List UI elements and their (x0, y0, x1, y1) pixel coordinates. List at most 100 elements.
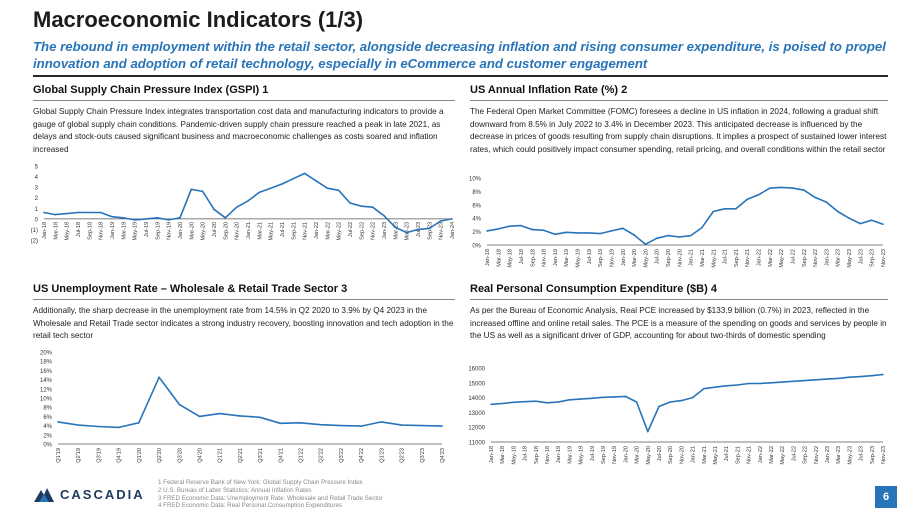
pce-data-point (837, 377, 839, 380)
pce-xtick-label: Jul-23 (859, 446, 865, 461)
inflation-data-point (554, 233, 556, 236)
pce-data-point (591, 397, 593, 400)
inflation-ytick-label: 8% (472, 190, 481, 196)
unemployment-data-point (57, 421, 59, 423)
gscpi-xtick-label: Sep-23 (427, 222, 433, 240)
pce-xtick-label: Jul-21 (724, 446, 730, 461)
gscpi-data-point (360, 205, 363, 207)
gscpi-data-point (88, 211, 91, 214)
inflation-xtick-label: May-22 (779, 249, 785, 268)
gscpi-xtick-label: Nov-23 (439, 222, 445, 240)
pce-xtick-label: Nov-18 (545, 446, 551, 464)
pce-ytick-label: 11000 (469, 441, 486, 447)
gscpi-data-point (269, 187, 272, 189)
inflation-xtick-label: Jan-22 (757, 249, 763, 266)
pce-data-point (815, 379, 817, 381)
pce-data-point (848, 376, 851, 378)
pce-xtick-label: Nov-20 (679, 446, 685, 464)
inflation-chart: 10% 8% 6% 4% 2% 0% Jan-18 Mar-18 May-18 Jul-18 Sep… (469, 177, 887, 268)
unemployment-ytick-label: 10% (40, 397, 53, 403)
unemployment-ytick-label: 12% (40, 387, 53, 393)
gscpi-ytick-label: (1) (31, 228, 38, 234)
unemployment-xtick-label: Q3'22 (339, 448, 345, 463)
gscpi-description: Global Supply Chain Pressure Index integ… (33, 107, 444, 154)
gscpi-ytick-label: (2) (31, 239, 38, 245)
gscpi-xtick-label: Sep-19 (155, 222, 161, 240)
gscpi-xtick-label: May-19 (133, 222, 139, 241)
unemployment-ytick-label: 8% (43, 406, 52, 412)
inflation-data-point (859, 222, 862, 225)
pce-ytick-label: 12000 (468, 426, 485, 432)
inflation-xtick-label: Mar-20 (632, 249, 638, 267)
inflation-xtick-label: Sep-19 (598, 249, 604, 267)
unemployment-xtick-label: Q4'21 (278, 448, 284, 463)
inflation-data-point (836, 210, 839, 213)
unemployment-xtick-label: Q2'22 (319, 448, 325, 463)
inflation-data-point (803, 189, 805, 191)
unemployment-xtick-label: Q3'21 (258, 448, 264, 463)
inflation-xtick-label: Jan-23 (824, 249, 830, 266)
inflation-xtick-label: Jan-20 (621, 249, 627, 266)
gscpi-xtick-label: Nov-18 (99, 222, 105, 240)
unemployment-section-rule (33, 299, 455, 300)
gscpi-xtick-label: May-18 (65, 222, 71, 241)
pce-xtick-label: Mar-22 (769, 446, 775, 464)
inflation-ytick-label: 6% (472, 203, 481, 209)
inflation-xtick-label: Mar-22 (768, 249, 774, 267)
pce-data-point (535, 400, 537, 402)
inflation-xtick-label: Nov-18 (542, 249, 548, 267)
gscpi-data-point (428, 227, 431, 230)
pce-data-point (658, 405, 660, 408)
gscpi-xtick-label: Sep-21 (291, 222, 297, 240)
unemployment-xtick-label: Q2'19 (76, 448, 82, 463)
unemployment-data-point (218, 412, 221, 415)
unemployment-xtick-label: Q4'23 (440, 448, 446, 463)
gscpi-data-point (451, 218, 453, 220)
inflation-xtick-label: Sep-23 (870, 249, 876, 267)
gscpi-section-title: Global Supply Chain Pressure Index (GSPI… (33, 84, 269, 96)
gscpi-data-point (201, 190, 204, 193)
pce-data-point (826, 378, 828, 380)
gscpi-xtick-label: Mar-23 (393, 222, 399, 240)
inflation-ytick-label: 0% (472, 244, 481, 250)
unemployment-data-point (360, 425, 362, 427)
inflation-data-point (497, 228, 500, 230)
gscpi-data-point (235, 206, 238, 209)
inflation-series-line (486, 186, 884, 246)
gscpi-data-point (224, 217, 227, 219)
unemployment-data-point (420, 424, 423, 427)
pce-data-point (501, 402, 503, 405)
inflation-data-point (780, 186, 782, 189)
inflation-data-point (746, 198, 749, 201)
unemployment-chart: 20% 18% 16% 14% 12% 10% 8% 6% 4% 2% 0% Q1'19 Q2'19 Q3… (40, 351, 446, 463)
cascadia-logo-icon (34, 488, 54, 502)
gscpi-section-rule (33, 100, 455, 101)
gscpi-data-point (349, 202, 351, 204)
footnote-4: 4 FRED Economic Data: Real Personal Cons… (158, 502, 342, 510)
inflation-data-point (825, 201, 828, 203)
inflation-xtick-label: May-20 (643, 249, 649, 268)
inflation-data-point (508, 225, 511, 228)
pce-section-rule (470, 299, 888, 300)
gscpi-data-point (213, 208, 215, 211)
pce-xtick-label: May-19 (579, 446, 585, 465)
inflation-xtick-label: May-19 (576, 249, 582, 268)
header-divider (33, 75, 888, 77)
pce-xtick-label: Jan-23 (825, 446, 831, 463)
pce-xtick-label: Jan-22 (758, 446, 764, 463)
inflation-ytick-label: 2% (472, 230, 481, 236)
inflation-xtick-label: Jul-19 (587, 249, 593, 264)
inflation-data-point (655, 237, 658, 240)
inflation-data-point (621, 227, 624, 230)
inflation-ytick-label: 10% (469, 177, 482, 183)
unemployment-ytick-label: 6% (43, 415, 52, 421)
pce-data-point (669, 401, 671, 403)
pce-xtick-label: Mar-21 (702, 446, 708, 464)
gscpi-xtick-label: Sep-22 (359, 222, 365, 240)
gscpi-xtick-label: Jul-21 (280, 222, 286, 237)
gscpi-data-point (179, 217, 181, 219)
inflation-data-point (712, 210, 715, 213)
gscpi-data-point (111, 215, 113, 218)
unemployment-data-point (138, 422, 140, 424)
